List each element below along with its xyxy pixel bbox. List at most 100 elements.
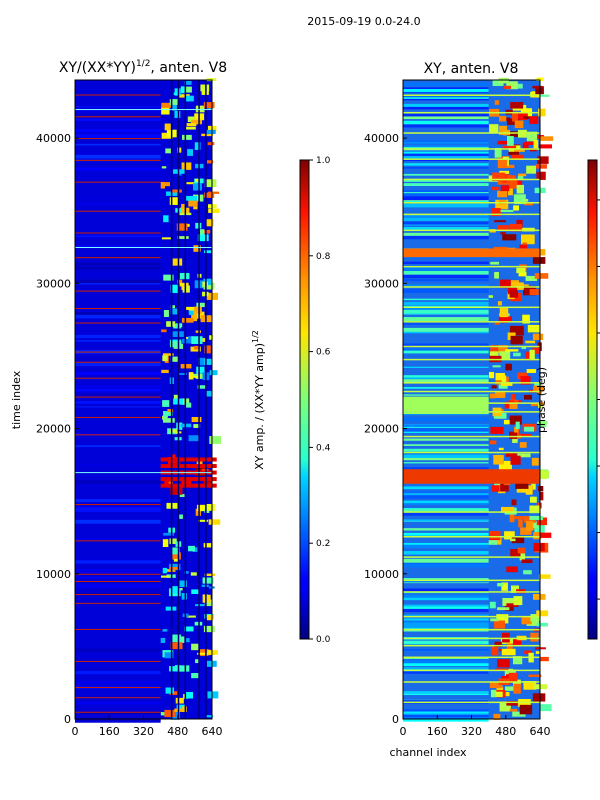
panel1-cell: [208, 191, 220, 194]
panel2-cell: [532, 347, 540, 354]
panel1-flag-line: [75, 434, 161, 436]
panel2-flag-line: [403, 628, 540, 631]
panel1-cell: [164, 652, 174, 659]
panel2-cell: [507, 175, 516, 183]
panel1-cell: [206, 219, 214, 227]
panel2-cell: [524, 426, 535, 432]
panel1-cell: [204, 573, 216, 577]
panel2-flag-line: [403, 265, 540, 268]
panel2-cell: [529, 116, 539, 124]
panel1-cell: [171, 547, 180, 555]
panel1-flag-line: [75, 308, 161, 310]
panel2-cell: [536, 517, 548, 526]
panel2-cell: [531, 457, 539, 466]
panel1-cell: [190, 119, 202, 125]
panel2-stripe: [403, 350, 489, 354]
colorbar1-gradient: [299, 159, 310, 640]
panel2-cell: [492, 80, 504, 87]
panel2-flag-line: [403, 536, 540, 538]
panel1-stripe: [75, 499, 161, 503]
panel2-flag-line: [403, 556, 540, 558]
panel1-plot-area[interactable]: [75, 80, 212, 719]
panel1-cell: [162, 539, 169, 547]
panel2-cell: [500, 279, 511, 289]
panel1-stripe: [75, 312, 161, 316]
panel1-stripe: [75, 245, 161, 248]
panel1-cell: [187, 116, 195, 123]
panel2-stripe: [403, 713, 489, 716]
panel2-cell: [529, 349, 535, 360]
panel1-xtick-label: 160: [99, 725, 120, 738]
panel1-cell: [178, 665, 190, 672]
panel2-stripe: [403, 454, 489, 459]
panel2-cell: [489, 531, 501, 540]
panel2-stripe: [403, 271, 489, 275]
panel1-gap-line: [205, 80, 207, 719]
panel2-stripe: [403, 227, 489, 229]
panel2-stripe: [403, 606, 489, 611]
panel2-cell: [488, 371, 495, 379]
panel2-cell: [492, 172, 506, 181]
colorbar-amplitude: 0.0 0.2 0.4 0.6 0.8 1.0 XY amp. / (XX*YY amp)…: [251, 156, 331, 645]
panel2-cell: [488, 540, 498, 545]
panel1-cell: [203, 282, 215, 290]
panel2-cell: [506, 566, 518, 573]
panel2-cell: [514, 426, 519, 433]
panel1-cell: [173, 558, 179, 562]
panel2-stripe: [403, 394, 489, 396]
panel2-cell: [513, 205, 520, 211]
panel2-cell: [512, 711, 526, 717]
panel2-cell: [512, 679, 521, 687]
panel2-flag-line: [403, 511, 540, 513]
panel2-cell: [491, 646, 499, 656]
panel1-stripe: [75, 393, 161, 397]
panel2-flag-line: [403, 158, 540, 160]
panel2-heatmap: [403, 77, 554, 722]
colorbar2-ticks: −150−100−50050100150: [597, 199, 600, 600]
colorbar2-gradient: [587, 159, 598, 640]
panel1-cell: [192, 183, 202, 191]
panel2-stripe: [403, 379, 489, 384]
panel1-stripe: [75, 508, 161, 512]
panel2-cell: [490, 261, 500, 265]
panel2-ytick-label: 30000: [364, 277, 399, 290]
panel1-cell: [161, 369, 169, 374]
panel2-cell: [503, 419, 515, 425]
panel1-cell: [171, 634, 181, 643]
panel2-stripe: [403, 417, 489, 422]
panel1-cell: [160, 637, 166, 643]
panel1-stripe: [75, 314, 161, 319]
panel1-hot-cell: [160, 483, 170, 488]
panel2-cell: [521, 616, 532, 625]
panel1-flag-line: [75, 697, 161, 699]
panel2-stripe: [403, 203, 489, 208]
panel1-flag-line: [75, 416, 161, 418]
panel2-axes: 0 160 320 480 640 0 10000 20000 30000 40000: [364, 132, 551, 738]
panel1-cell: [181, 478, 192, 485]
panel2-cell: [517, 175, 524, 180]
panel2-cell: [514, 400, 519, 403]
panel1-cell: [191, 673, 199, 679]
panel2-cell: [497, 582, 504, 587]
panel2-cell: [534, 470, 548, 479]
panel2-stripe: [403, 542, 489, 547]
panel1-cell: [172, 552, 181, 560]
panel1-cell: [188, 310, 194, 316]
panel2-stripe: [403, 106, 489, 110]
panel1-hot-cell: [160, 464, 170, 469]
panel2-cell: [531, 521, 539, 529]
panel2-cell: [538, 144, 553, 149]
panel2-cell: [490, 345, 498, 351]
panel1-flag-line: [75, 116, 161, 118]
panel2-cell: [497, 159, 508, 169]
panel2-stripe: [403, 487, 489, 490]
panel2-cell: [517, 372, 528, 380]
panel1-cell: [179, 494, 185, 497]
panel2-stripe: [403, 495, 489, 499]
panel2-cell: [506, 118, 520, 125]
panel2-cell: [537, 156, 549, 164]
panel1-cell: [163, 568, 176, 572]
panel2-cell: [526, 369, 536, 373]
panel2-stripe: [403, 215, 489, 218]
panel2-cell: [533, 593, 546, 600]
